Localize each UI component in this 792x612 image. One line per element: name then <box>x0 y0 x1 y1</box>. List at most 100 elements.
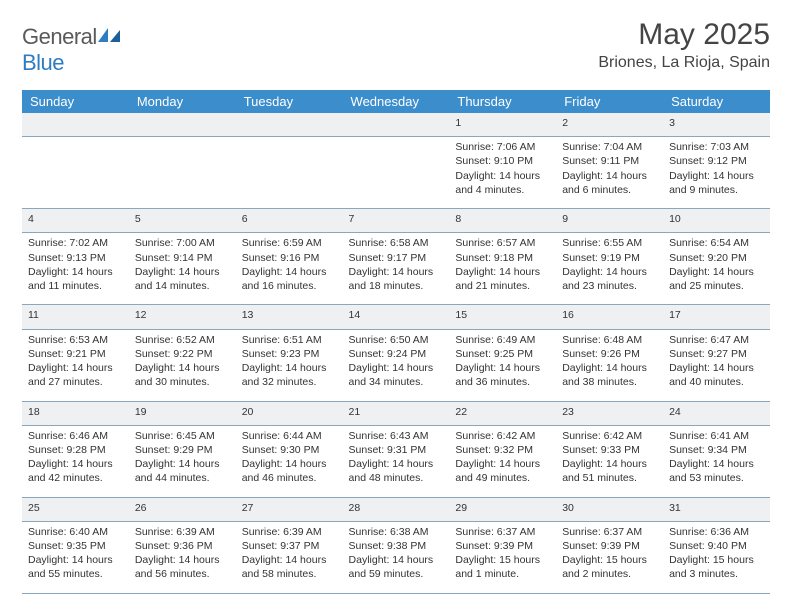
day-number-cell: 8 <box>449 209 556 233</box>
daylight-text: Daylight: 14 hours and 27 minutes. <box>28 361 123 389</box>
daynum-row: 25262728293031 <box>22 497 770 521</box>
day-number-cell: 17 <box>663 305 770 329</box>
day-number-cell: 18 <box>22 401 129 425</box>
sunrise-text: Sunrise: 6:59 AM <box>242 236 337 250</box>
day-number-cell: 14 <box>343 305 450 329</box>
weekday-header-row: Sunday Monday Tuesday Wednesday Thursday… <box>22 90 770 113</box>
day-detail-cell: Sunrise: 6:51 AMSunset: 9:23 PMDaylight:… <box>236 329 343 401</box>
sunset-text: Sunset: 9:23 PM <box>242 347 337 361</box>
day-number-cell: 11 <box>22 305 129 329</box>
day-number-cell: 27 <box>236 497 343 521</box>
details-row: Sunrise: 7:06 AMSunset: 9:10 PMDaylight:… <box>22 137 770 209</box>
day-detail-cell: Sunrise: 6:47 AMSunset: 9:27 PMDaylight:… <box>663 329 770 401</box>
brand-part1: General <box>22 24 97 49</box>
sunset-text: Sunset: 9:14 PM <box>135 251 230 265</box>
sunset-text: Sunset: 9:24 PM <box>349 347 444 361</box>
day-number-cell: 4 <box>22 209 129 233</box>
sunrise-text: Sunrise: 6:44 AM <box>242 429 337 443</box>
daylight-text: Daylight: 15 hours and 3 minutes. <box>669 553 764 581</box>
day-number-cell: 3 <box>663 113 770 137</box>
day-number-cell: 16 <box>556 305 663 329</box>
day-detail-cell <box>22 137 129 209</box>
daylight-text: Daylight: 14 hours and 23 minutes. <box>562 265 657 293</box>
sunrise-text: Sunrise: 6:50 AM <box>349 333 444 347</box>
sunrise-text: Sunrise: 6:58 AM <box>349 236 444 250</box>
daylight-text: Daylight: 14 hours and 36 minutes. <box>455 361 550 389</box>
sunset-text: Sunset: 9:38 PM <box>349 539 444 553</box>
daylight-text: Daylight: 14 hours and 59 minutes. <box>349 553 444 581</box>
sunrise-text: Sunrise: 7:06 AM <box>455 140 550 154</box>
day-detail-cell: Sunrise: 6:55 AMSunset: 9:19 PMDaylight:… <box>556 233 663 305</box>
day-number-cell: 2 <box>556 113 663 137</box>
sunrise-text: Sunrise: 7:04 AM <box>562 140 657 154</box>
sunrise-text: Sunrise: 6:38 AM <box>349 525 444 539</box>
day-detail-cell: Sunrise: 6:57 AMSunset: 9:18 PMDaylight:… <box>449 233 556 305</box>
sunrise-text: Sunrise: 6:57 AM <box>455 236 550 250</box>
sunset-text: Sunset: 9:20 PM <box>669 251 764 265</box>
sunrise-text: Sunrise: 7:00 AM <box>135 236 230 250</box>
day-detail-cell: Sunrise: 6:42 AMSunset: 9:33 PMDaylight:… <box>556 425 663 497</box>
sunrise-text: Sunrise: 7:02 AM <box>28 236 123 250</box>
sunrise-text: Sunrise: 7:03 AM <box>669 140 764 154</box>
calendar-thead: Sunday Monday Tuesday Wednesday Thursday… <box>22 90 770 113</box>
sunrise-text: Sunrise: 6:40 AM <box>28 525 123 539</box>
details-row: Sunrise: 6:40 AMSunset: 9:35 PMDaylight:… <box>22 521 770 593</box>
day-detail-cell: Sunrise: 7:06 AMSunset: 9:10 PMDaylight:… <box>449 137 556 209</box>
sunset-text: Sunset: 9:19 PM <box>562 251 657 265</box>
sunset-text: Sunset: 9:21 PM <box>28 347 123 361</box>
brand-logo: GeneralBlue <box>22 24 121 76</box>
daylight-text: Daylight: 14 hours and 42 minutes. <box>28 457 123 485</box>
day-detail-cell: Sunrise: 6:44 AMSunset: 9:30 PMDaylight:… <box>236 425 343 497</box>
sunrise-text: Sunrise: 6:49 AM <box>455 333 550 347</box>
sunset-text: Sunset: 9:39 PM <box>455 539 550 553</box>
daylight-text: Daylight: 14 hours and 48 minutes. <box>349 457 444 485</box>
day-number-cell: 30 <box>556 497 663 521</box>
brand-part2: Blue <box>22 50 64 75</box>
sunrise-text: Sunrise: 6:46 AM <box>28 429 123 443</box>
sunrise-text: Sunrise: 6:54 AM <box>669 236 764 250</box>
sunset-text: Sunset: 9:27 PM <box>669 347 764 361</box>
day-number-cell: 19 <box>129 401 236 425</box>
sunset-text: Sunset: 9:18 PM <box>455 251 550 265</box>
day-detail-cell: Sunrise: 6:39 AMSunset: 9:36 PMDaylight:… <box>129 521 236 593</box>
sunset-text: Sunset: 9:40 PM <box>669 539 764 553</box>
daynum-row: 11121314151617 <box>22 305 770 329</box>
calendar-body: 123 Sunrise: 7:06 AMSunset: 9:10 PMDayli… <box>22 113 770 593</box>
day-number-cell: 25 <box>22 497 129 521</box>
sunrise-text: Sunrise: 6:45 AM <box>135 429 230 443</box>
daylight-text: Daylight: 14 hours and 25 minutes. <box>669 265 764 293</box>
sunset-text: Sunset: 9:22 PM <box>135 347 230 361</box>
sunrise-text: Sunrise: 6:37 AM <box>562 525 657 539</box>
daylight-text: Daylight: 14 hours and 21 minutes. <box>455 265 550 293</box>
sunrise-text: Sunrise: 6:42 AM <box>455 429 550 443</box>
daylight-text: Daylight: 14 hours and 40 minutes. <box>669 361 764 389</box>
day-number-cell: 7 <box>343 209 450 233</box>
day-detail-cell <box>129 137 236 209</box>
location-label: Briones, La Rioja, Spain <box>598 54 770 72</box>
details-row: Sunrise: 7:02 AMSunset: 9:13 PMDaylight:… <box>22 233 770 305</box>
day-number-cell <box>129 113 236 137</box>
day-detail-cell: Sunrise: 6:39 AMSunset: 9:37 PMDaylight:… <box>236 521 343 593</box>
weekday-header: Thursday <box>449 90 556 113</box>
day-detail-cell: Sunrise: 6:54 AMSunset: 9:20 PMDaylight:… <box>663 233 770 305</box>
daylight-text: Daylight: 14 hours and 53 minutes. <box>669 457 764 485</box>
sunrise-text: Sunrise: 6:47 AM <box>669 333 764 347</box>
day-detail-cell: Sunrise: 6:40 AMSunset: 9:35 PMDaylight:… <box>22 521 129 593</box>
details-row: Sunrise: 6:53 AMSunset: 9:21 PMDaylight:… <box>22 329 770 401</box>
sunrise-text: Sunrise: 6:41 AM <box>669 429 764 443</box>
day-detail-cell: Sunrise: 6:59 AMSunset: 9:16 PMDaylight:… <box>236 233 343 305</box>
sunset-text: Sunset: 9:39 PM <box>562 539 657 553</box>
day-number-cell: 20 <box>236 401 343 425</box>
day-detail-cell: Sunrise: 6:42 AMSunset: 9:32 PMDaylight:… <box>449 425 556 497</box>
sunrise-text: Sunrise: 6:53 AM <box>28 333 123 347</box>
sunset-text: Sunset: 9:33 PM <box>562 443 657 457</box>
page-header: GeneralBlue May 2025 Briones, La Rioja, … <box>22 18 770 76</box>
sunset-text: Sunset: 9:17 PM <box>349 251 444 265</box>
sunset-text: Sunset: 9:30 PM <box>242 443 337 457</box>
day-detail-cell: Sunrise: 6:53 AMSunset: 9:21 PMDaylight:… <box>22 329 129 401</box>
sunset-text: Sunset: 9:11 PM <box>562 154 657 168</box>
daylight-text: Daylight: 14 hours and 9 minutes. <box>669 169 764 197</box>
sunrise-text: Sunrise: 6:39 AM <box>242 525 337 539</box>
sunrise-text: Sunrise: 6:48 AM <box>562 333 657 347</box>
day-detail-cell: Sunrise: 6:38 AMSunset: 9:38 PMDaylight:… <box>343 521 450 593</box>
